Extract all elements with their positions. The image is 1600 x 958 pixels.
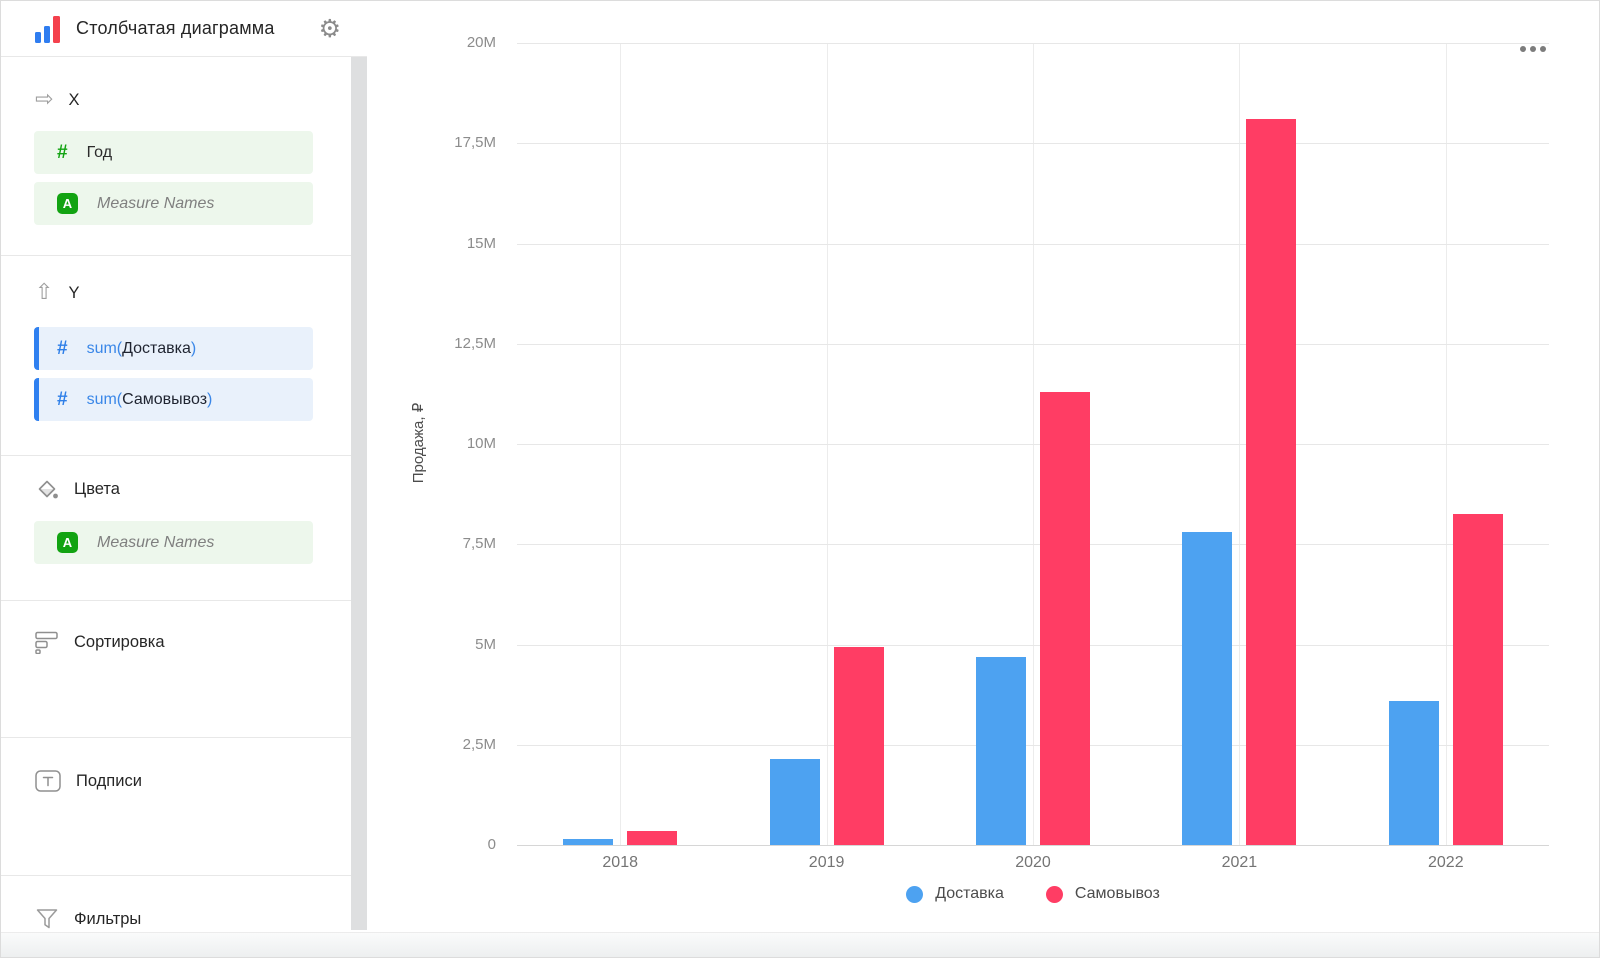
section-x-header: ⇨ X xyxy=(35,87,339,113)
section-sorting: Сортировка xyxy=(1,601,367,738)
number-field-icon: # xyxy=(57,389,68,410)
x-axis-line xyxy=(517,845,1549,846)
bar-chart-logo-icon xyxy=(35,15,60,43)
field-chip-sum-dostavka[interactable]: # sum(Доставка) xyxy=(34,327,313,370)
section-x: ⇨ X # Год A Measure Names xyxy=(1,57,367,256)
section-labels-label: Подписи xyxy=(76,771,142,790)
legend-item-Самовывоз[interactable]: Самовывоз xyxy=(1045,885,1160,903)
field-chip-label: Measure Names xyxy=(97,194,215,212)
page-title: Столбчатая диаграмма xyxy=(76,18,275,38)
field-chip-label: Measure Names xyxy=(97,533,215,551)
section-sorting-label: Сортировка xyxy=(74,632,165,651)
horizontal-gridline xyxy=(517,544,1549,546)
filter-funnel-icon xyxy=(36,909,58,929)
section-filters-header: Фильтры xyxy=(35,906,339,932)
y-axis-title: Продажа, ₽ xyxy=(410,402,427,484)
x-axis-label: 2021 xyxy=(1221,854,1258,871)
legend-dot xyxy=(906,885,924,903)
bar-Доставка-2019[interactable] xyxy=(769,758,820,845)
section-colors: Цвета A Measure Names xyxy=(1,456,367,601)
bar-Доставка-2018[interactable] xyxy=(563,838,614,845)
text-field-icon: A xyxy=(57,193,78,214)
y-axis-tick-label: 7,5M xyxy=(462,535,496,553)
field-chip-god[interactable]: # Год xyxy=(34,131,313,174)
section-x-label: X xyxy=(68,90,80,109)
bar-Доставка-2022[interactable] xyxy=(1388,700,1439,845)
horizontal-gridline xyxy=(517,343,1549,345)
paint-bucket-icon xyxy=(38,480,58,499)
horizontal-gridline xyxy=(517,243,1549,245)
section-colors-label: Цвета xyxy=(74,479,120,498)
bar-Доставка-2020[interactable] xyxy=(976,656,1026,845)
y-axis-tick-label: 10M xyxy=(466,435,496,452)
field-chip-measure-names-colors[interactable]: A Measure Names xyxy=(34,521,313,564)
bar-Самовывоз-2022[interactable] xyxy=(1452,514,1503,845)
horizontal-gridline xyxy=(517,143,1549,145)
sidebar: Столбчатая диаграмма ⚙ ⇨ X # Год A Measu… xyxy=(1,1,367,932)
y-axis-tick-label: 20M xyxy=(466,34,496,51)
section-y-label: Y xyxy=(68,283,80,302)
legend-label: Самовывоз xyxy=(1074,885,1160,902)
horizontal-gridline xyxy=(517,444,1549,445)
field-chip-sum-samovyvoz[interactable]: # sum(Самовывоз) xyxy=(34,378,313,421)
section-y: ⇧ Y # sum(Доставка) # sum(Самовывоз) xyxy=(1,256,367,456)
bar-Самовывоз-2021[interactable] xyxy=(1246,119,1297,845)
horizontal-gridline xyxy=(517,744,1549,746)
bar-Самовывоз-2018[interactable] xyxy=(627,830,678,845)
bar-Самовывоз-2019[interactable] xyxy=(833,646,884,845)
legend-label: Доставка xyxy=(935,885,1004,902)
arrow-up-icon: ⇧ xyxy=(35,280,54,305)
field-chip-label: sum(Самовывоз) xyxy=(86,390,213,408)
footer-strip xyxy=(1,932,1599,957)
horizontal-gridline xyxy=(517,644,1549,646)
section-filters-label: Фильтры xyxy=(74,909,142,928)
x-axis-label: 2020 xyxy=(1015,854,1051,871)
field-chip-measure-names[interactable]: A Measure Names xyxy=(34,182,313,225)
y-axis-tick-label: 17,5M xyxy=(454,134,496,152)
chart-menu-button[interactable] xyxy=(1506,39,1546,59)
arrow-right-icon: ⇨ xyxy=(35,87,54,112)
bar-Самовывоз-2020[interactable] xyxy=(1040,391,1090,845)
bar-Доставка-2021[interactable] xyxy=(1182,532,1233,845)
section-labels-header: Подписи xyxy=(35,768,339,794)
x-axis-label: 2022 xyxy=(1428,854,1464,871)
y-axis-tick-label: 5M xyxy=(475,635,496,653)
field-chip-label: sum(Доставка) xyxy=(86,339,197,357)
sidebar-header: Столбчатая диаграмма ⚙ xyxy=(1,1,367,57)
x-axis-label: 2019 xyxy=(808,854,845,871)
y-axis-tick-label: 15M xyxy=(466,234,496,252)
number-field-icon: # xyxy=(57,142,68,163)
number-field-icon: # xyxy=(57,338,68,359)
legend-item-Доставка[interactable]: Доставка xyxy=(906,885,1004,903)
horizontal-gridline xyxy=(517,43,1549,44)
field-chip-label: Год xyxy=(86,143,113,161)
section-colors-header: Цвета xyxy=(35,476,339,502)
section-y-header: ⇧ Y xyxy=(35,280,339,306)
y-axis-tick-label: 2,5M xyxy=(462,735,496,753)
text-field-icon: A xyxy=(57,532,78,553)
section-filters: Фильтры xyxy=(1,876,367,931)
section-labels: Подписи xyxy=(1,738,367,876)
section-sorting-header: Сортировка xyxy=(35,629,339,655)
text-label-icon xyxy=(35,770,61,792)
chart-panel: 0 2,5M 5M 7,5M 10M 12,5M 15M 17,5M 20M 2018 2019 20… xyxy=(367,1,1599,932)
legend-dot xyxy=(1045,885,1063,903)
y-axis-tick-label: 0 xyxy=(487,836,496,853)
settings-gear-icon[interactable]: ⚙ xyxy=(318,14,341,43)
y-axis-tick-label: 12,5M xyxy=(454,334,496,352)
x-axis-label: 2018 xyxy=(602,854,638,871)
sidebar-scrollbar[interactable] xyxy=(351,57,367,930)
sort-bars-icon xyxy=(35,631,58,654)
chart-legend: Доставка Самовывоз xyxy=(517,879,1549,909)
